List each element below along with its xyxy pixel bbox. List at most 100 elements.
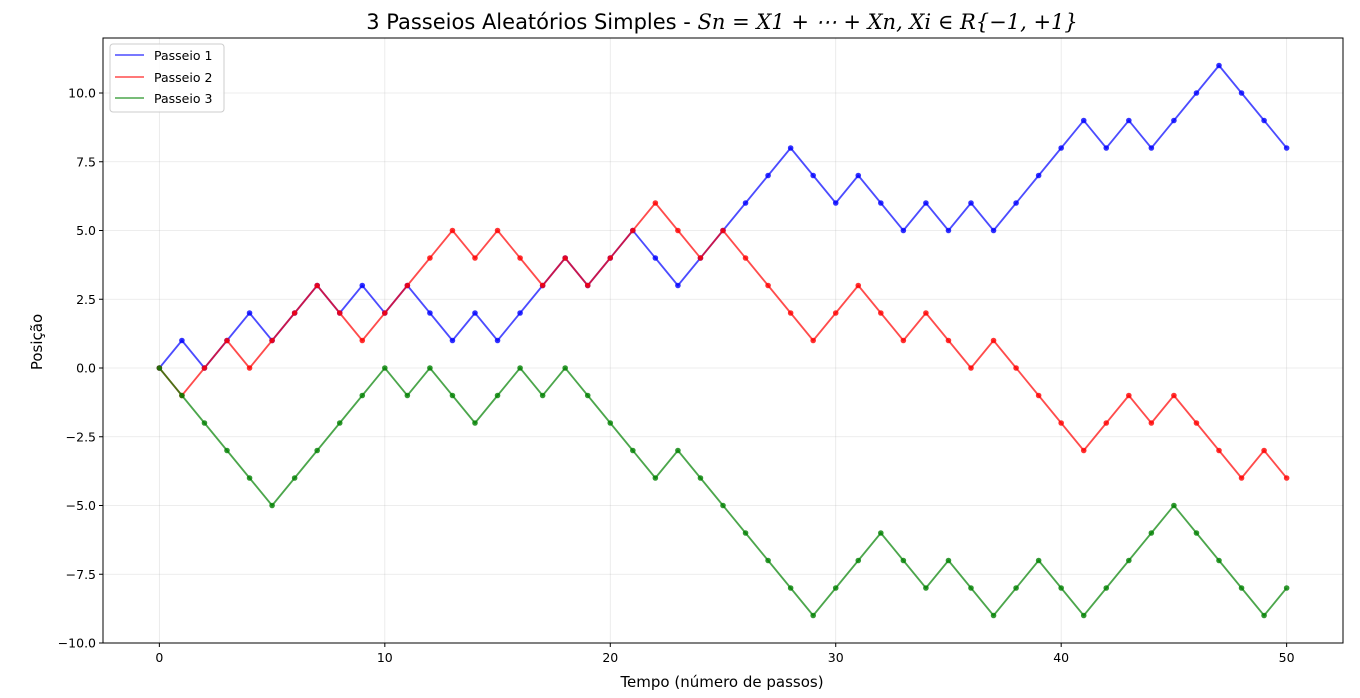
data-point: [517, 255, 523, 261]
data-point: [1148, 420, 1155, 426]
data-point: [1283, 475, 1290, 481]
y-tick-label: −10.0: [58, 636, 96, 651]
data-point: [1126, 117, 1132, 124]
data-point: [878, 530, 884, 536]
data-point: [427, 310, 433, 316]
data-point: [900, 227, 907, 234]
data-point: [720, 502, 726, 509]
data-point: [291, 310, 298, 316]
plot-area-frame: [102, 37, 1344, 644]
data-point: [787, 585, 794, 591]
data-point: [449, 392, 456, 399]
data-point: [539, 392, 546, 399]
chart-title-prefix: 3 Passeios Aleatórios Simples -: [366, 10, 697, 34]
legend-label-passeio-3: Passeio 3: [154, 91, 212, 106]
data-point: [359, 337, 366, 344]
data-point: [314, 447, 320, 454]
data-point: [224, 337, 230, 344]
x-tick-label: 0: [155, 650, 163, 665]
data-point: [765, 557, 771, 564]
y-tick-label: 7.5: [76, 154, 96, 169]
data-point: [494, 337, 501, 344]
data-point: [1171, 502, 1177, 509]
grid: [103, 38, 1343, 644]
y-tick-label: 2.5: [76, 292, 96, 307]
data-point: [584, 392, 591, 399]
data-point: [765, 172, 771, 179]
y-tick-label: 0.0: [76, 361, 96, 376]
data-point: [472, 420, 478, 426]
data-point: [1126, 392, 1132, 399]
data-point: [945, 337, 952, 344]
data-point: [742, 255, 749, 261]
data-point: [201, 420, 208, 426]
data-point: [810, 612, 816, 619]
data-point: [832, 310, 839, 316]
data-point: [246, 365, 253, 371]
data-point: [359, 392, 366, 399]
data-point: [404, 282, 411, 289]
legend-label-passeio-2: Passeio 2: [154, 70, 212, 85]
data-point: [179, 337, 185, 344]
data-point: [449, 337, 456, 344]
series-lines: [156, 62, 1290, 619]
data-point: [923, 200, 929, 206]
data-point: [923, 585, 929, 591]
data-point: [1058, 420, 1064, 426]
data-point: [652, 255, 659, 261]
x-tick-label: 50: [1279, 650, 1295, 665]
data-point: [179, 392, 185, 399]
y-tick-label: −5.0: [66, 498, 96, 513]
data-point: [900, 337, 907, 344]
data-point: [1126, 557, 1132, 564]
data-point: [990, 612, 997, 619]
data-point: [562, 255, 568, 261]
data-point: [990, 337, 997, 344]
data-point: [1080, 117, 1087, 124]
data-point: [742, 200, 749, 206]
data-point: [291, 475, 298, 481]
data-point: [1035, 392, 1042, 399]
data-point: [201, 365, 208, 371]
data-point: [697, 475, 704, 481]
data-point: [945, 227, 952, 234]
data-point: [968, 365, 974, 371]
data-point: [742, 530, 749, 536]
data-point: [832, 585, 839, 591]
data-point: [1013, 585, 1019, 591]
data-point: [1058, 585, 1064, 591]
data-point: [630, 227, 636, 234]
data-point: [675, 447, 681, 454]
data-point: [336, 310, 343, 316]
data-point: [1216, 447, 1222, 454]
data-point: [1013, 365, 1019, 371]
data-point: [224, 447, 230, 454]
data-point: [878, 310, 884, 316]
data-point: [1148, 530, 1155, 536]
data-point: [652, 475, 659, 481]
data-point: [1103, 145, 1110, 151]
x-tick-label: 10: [377, 650, 393, 665]
data-point: [810, 172, 816, 179]
data-point: [562, 365, 568, 371]
data-point: [968, 200, 974, 206]
data-point: [1103, 420, 1110, 426]
y-tick-label: 10.0: [68, 86, 96, 101]
data-point: [1080, 612, 1087, 619]
data-point: [1261, 612, 1267, 619]
data-point: [1238, 585, 1245, 591]
data-point: [1035, 172, 1042, 179]
legend-label-passeio-1: Passeio 1: [154, 48, 212, 63]
data-point: [156, 365, 163, 371]
chart-title: 3 Passeios Aleatórios Simples - Sn = X1 …: [366, 10, 1078, 34]
data-point: [900, 557, 907, 564]
data-point: [855, 282, 862, 289]
data-point: [675, 282, 681, 289]
data-point: [1283, 145, 1290, 151]
data-point: [246, 475, 253, 481]
data-point: [607, 255, 614, 261]
series-2: [156, 200, 1290, 481]
x-tick-label: 30: [828, 650, 844, 665]
y-axis-label: Posição: [28, 314, 46, 370]
data-point: [314, 282, 320, 289]
